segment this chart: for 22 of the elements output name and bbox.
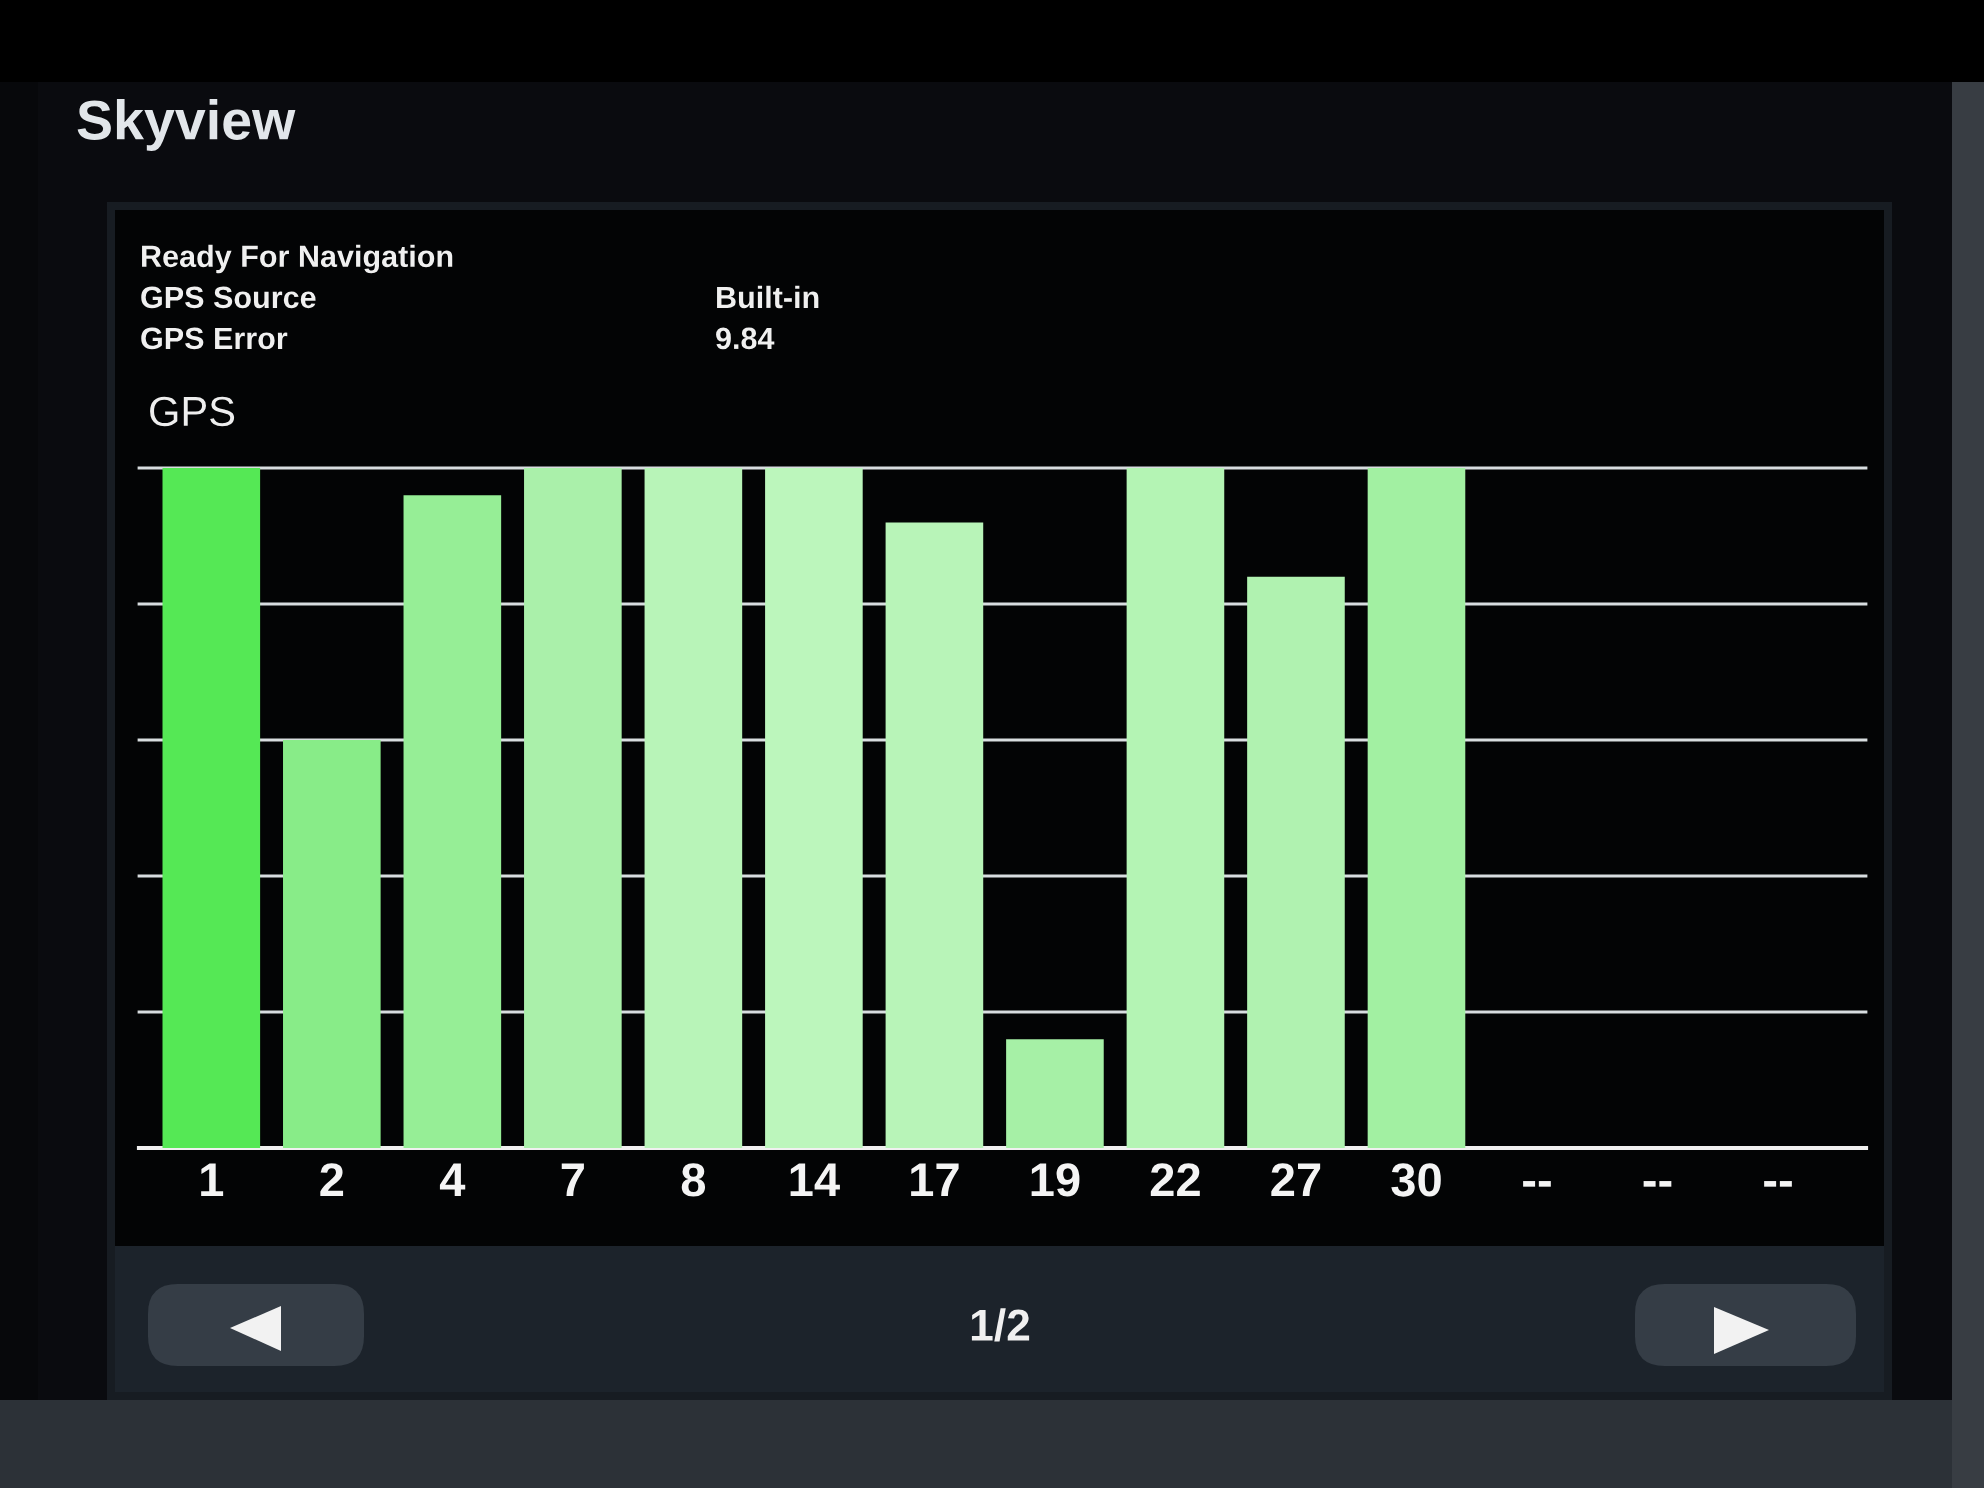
text: 9.84 (716, 327, 775, 350)
text: GPS Source (141, 286, 316, 309)
x-tick-label: 17 (911, 1163, 959, 1197)
x-tick-label: 1 (201, 1163, 224, 1197)
text: Ready For Navigation (142, 244, 453, 274)
x-tick-label: 2 (320, 1163, 344, 1197)
x-tick-label: 19 (1031, 1163, 1080, 1197)
x-tick-label: 22 (1150, 1163, 1200, 1197)
text: GPS Error (141, 327, 288, 350)
x-tick-label: 30 (1391, 1163, 1441, 1197)
x-tick-label: 27 (1271, 1163, 1321, 1197)
x-tick-label: -- (1764, 1181, 1792, 1187)
x-tick-label: -- (1523, 1181, 1551, 1187)
chart-title: Skyview (77, 99, 296, 151)
x-tick-label: 4 (439, 1163, 466, 1197)
x-tick-label: -- (1643, 1181, 1672, 1187)
chart-subtitle: GPS (150, 396, 235, 427)
x-tick-label: 8 (681, 1163, 706, 1197)
x-tick-label: 7 (561, 1163, 584, 1197)
x-tick-label: 14 (790, 1163, 840, 1197)
text: 1/2 (971, 1308, 1030, 1342)
text: Built-in (717, 285, 819, 309)
